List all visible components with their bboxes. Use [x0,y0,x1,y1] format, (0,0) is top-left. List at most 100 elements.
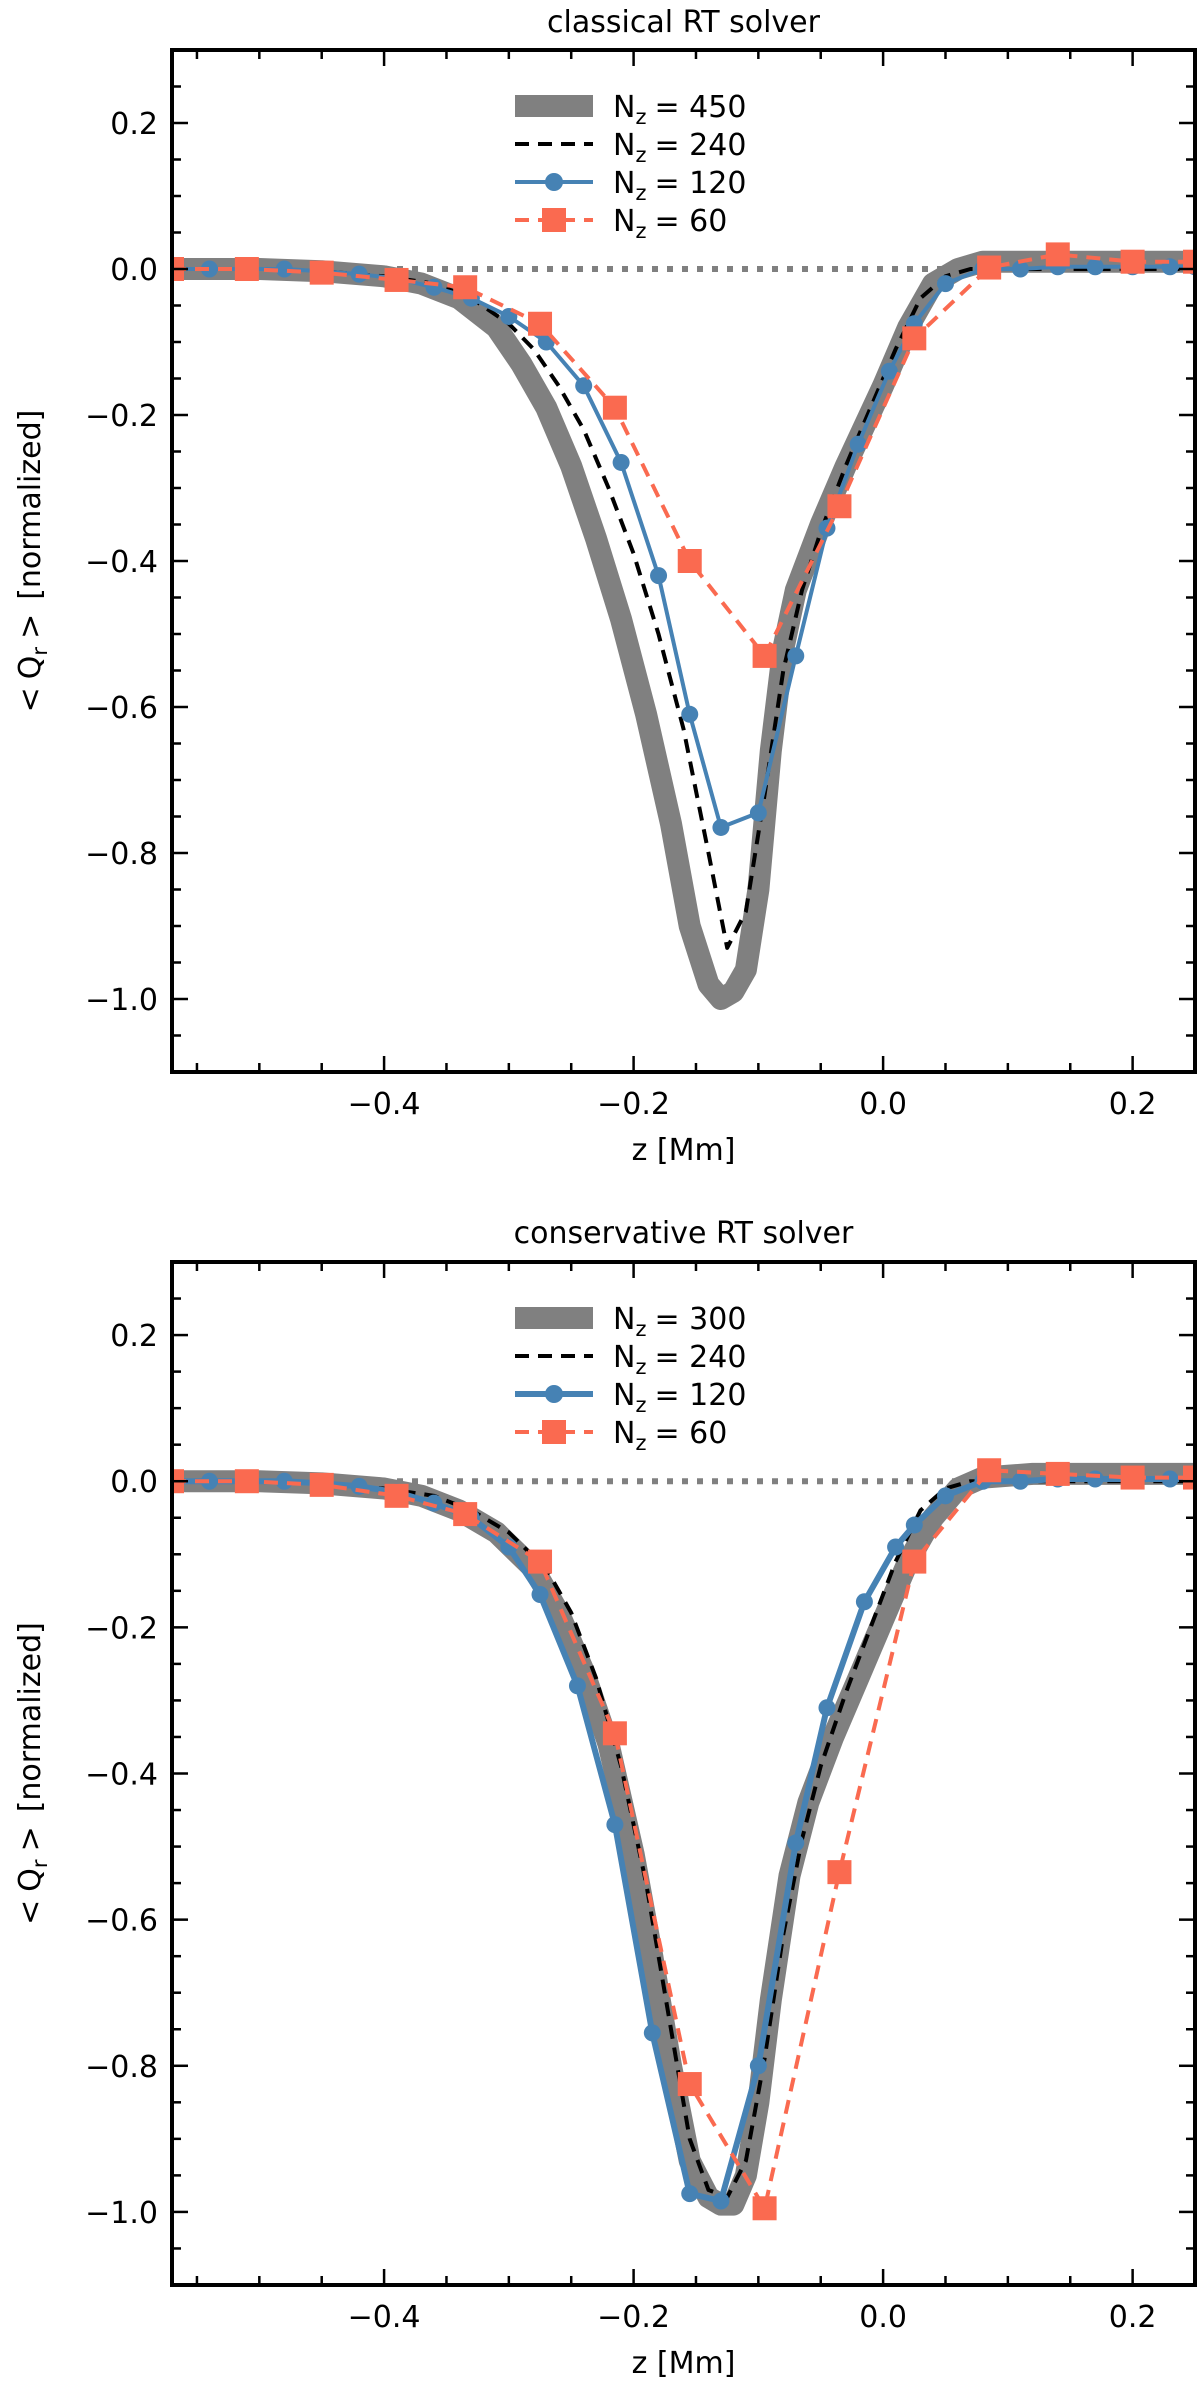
data-point [855,1593,873,1611]
legend-label: Nz = 450 [613,90,746,129]
y-label-part: > [13,1826,48,1851]
y-axis-label: < Qr > [normalized] [13,1622,52,1925]
y-tick-label: 0.2 [110,107,158,142]
x-tick-label: −0.4 [348,1087,421,1122]
y-tick-label: −0.8 [85,2050,158,2085]
chart-title: conservative RT solver [514,1216,854,1251]
legend-label: Nz = 60 [613,204,727,243]
y-tick-label: −0.4 [85,1758,158,1793]
x-tick-label: −0.2 [597,2300,670,2335]
data-point [606,1816,624,1834]
y-tick-label: −0.6 [85,1904,158,1939]
y-label-part: > [13,614,48,639]
data-point [887,1538,905,1556]
y-label-part: < [13,687,48,712]
data-point [818,1699,836,1717]
axis-ticks [172,1260,1197,2287]
data-point [681,2185,699,2203]
data-point [787,1834,805,1852]
x-axis-label: z [Mm] [632,1133,736,1168]
series-group [172,242,1195,1010]
x-tick-label: 0.0 [859,1087,907,1122]
data-point [234,257,259,281]
data-point [1120,1465,1145,1490]
y-tick-label: −1.0 [85,2196,158,2231]
data-point [650,567,668,585]
data-point [1086,258,1104,276]
data-point [528,1549,553,1574]
x-tick-label: −0.4 [348,2300,421,2335]
data-point [1120,249,1145,274]
data-point [1183,1465,1195,1490]
data-point [384,1483,409,1508]
legend-marker [542,208,566,232]
data-point [827,494,852,519]
data-point [384,267,409,292]
x-tick-label: 0.0 [859,2300,907,2335]
legend-marker [545,173,563,191]
data-point [1161,1470,1179,1488]
data-point [350,265,368,283]
y-tick-label: −1.0 [85,983,158,1018]
data-point [1086,1470,1104,1488]
data-point [936,275,954,293]
data-point [752,643,777,668]
y-label-part: r [28,647,52,656]
data-point [977,255,1002,280]
data-point [643,2024,661,2042]
data-point [275,260,293,278]
legend-label: Nz = 60 [613,1416,727,1455]
data-point [681,705,699,723]
data-point [275,1472,293,1490]
axis-ticks [172,48,1197,1074]
data-point [528,311,553,336]
y-tick-label: −0.6 [85,691,158,726]
x-tick-label: 0.2 [1109,1087,1157,1122]
data-point [712,818,730,836]
x-tick-label: −0.2 [597,1087,670,1122]
data-point [568,1677,586,1695]
data-point [309,260,334,285]
y-label-part: Q [13,656,48,680]
data-point [309,1472,334,1497]
data-point [531,1585,549,1603]
y-tick-label: −0.2 [85,1611,158,1646]
chart-panel-2: conservative RT solver −0.4 −0.2 0.0 0.2 0.2 0… [13,1216,1197,2381]
series-group [172,1458,1195,2221]
data-point [234,1469,259,1494]
data-point [453,275,478,300]
y-label-part: [normalized] [13,410,48,600]
data-point [905,1516,923,1534]
y-label-part: Q [13,1868,48,1892]
data-point [902,1549,927,1574]
y-tick-label: −0.8 [85,837,158,872]
data-point [880,362,898,380]
legend-label: Nz = 300 [613,1302,746,1341]
data-point [425,1494,443,1512]
data-point [902,326,927,351]
legend-label: Nz = 120 [613,1378,746,1417]
data-point [602,1721,627,1746]
data-point [787,647,805,665]
series-line-450 [172,250,1195,1010]
data-point [1045,1461,1070,1486]
legend-marker [542,1420,566,1444]
data-point [1011,1472,1029,1490]
legend-label: Nz = 240 [613,1340,746,1379]
chart-panel-1: classical RT solver −0.4 −0.2 0.0 0.2 0.2 0.0 −… [13,5,1197,1168]
y-label-part: [normalized] [13,1622,48,1812]
data-point [752,2196,777,2221]
data-point [575,377,593,395]
data-point [200,260,218,278]
data-point [453,1502,478,1527]
data-point [849,435,867,453]
data-point [712,2192,730,2210]
data-point [1183,249,1195,274]
data-point [749,804,767,822]
data-point [749,2057,767,2075]
legend-label: Nz = 240 [613,128,746,167]
data-point [677,549,702,573]
